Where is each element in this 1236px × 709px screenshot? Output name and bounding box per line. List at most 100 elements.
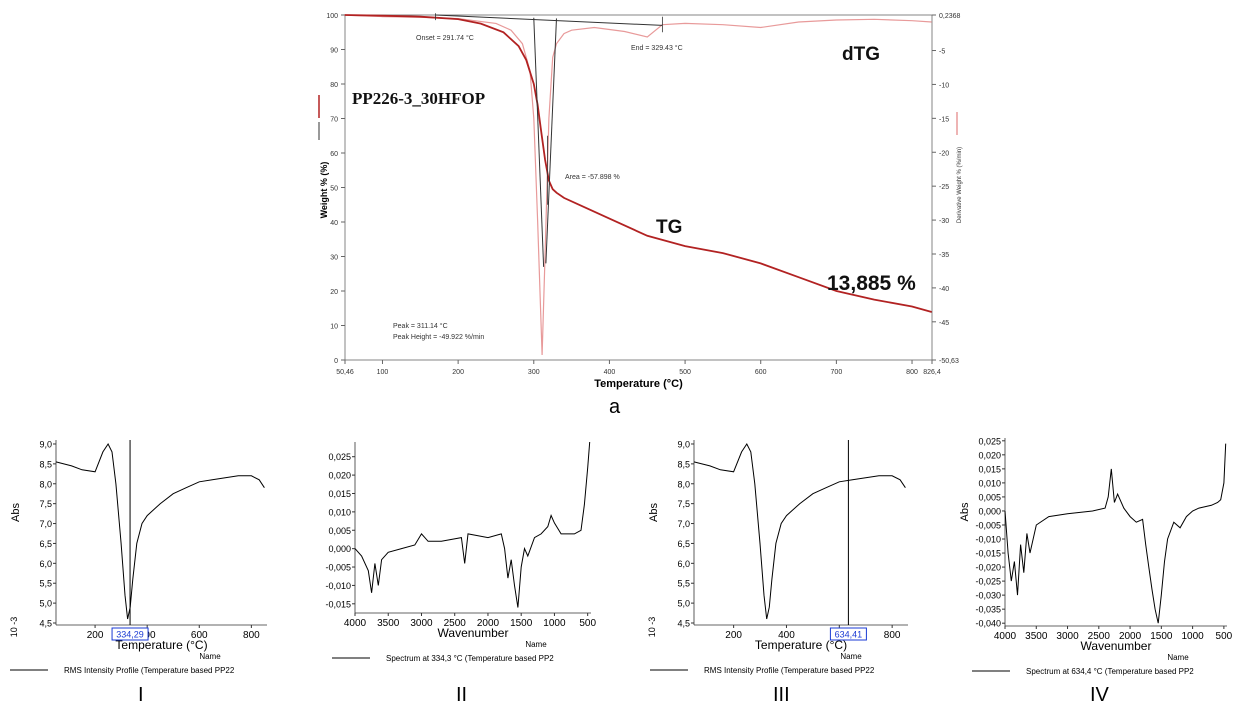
x-tick-label: 2000 [1119,631,1142,642]
cursor-value-box [111,627,149,641]
x-tick-label: 600 [755,369,767,376]
panel-label-ii: II [456,684,468,706]
y-tick-label: 0,025 [328,452,351,462]
x-axis-title: Temperature (°C) [755,638,847,652]
panel-label-iv: IV [1090,684,1109,706]
y-axis-title: Abs [318,498,321,517]
y-axis-title: Abs [648,503,660,522]
x-tick-label: 4000 [994,631,1017,642]
y-tick-label: 50 [330,186,338,193]
x-tick-label: 700 [831,369,843,376]
residue-label: 13,885 % [827,272,916,295]
exponent-label: 10 -3 [9,617,19,638]
y2-tick-label: -10 [939,82,949,89]
x-tick-label: 3500 [377,618,400,629]
y-tick-label: 8,5 [39,459,52,469]
x-tick-label: 400 [778,630,795,641]
y-tick-label: 0,015 [328,489,351,499]
y2-tick-label: -25 [939,184,949,191]
y-tick-label: -0,020 [975,563,1001,573]
y-tick-label: 7,5 [39,499,52,509]
y-tick-label: 0,020 [328,471,351,481]
y-tick-label: 0,025 [978,436,1001,446]
y-tick-label: 9,0 [39,439,52,449]
y-tick-label: 7,0 [39,519,52,529]
y-tick-label: 5,5 [677,579,690,589]
y-tick-label: 40 [330,220,338,227]
tg-curve [344,14,932,313]
y2-tick-label: -45 [939,320,949,327]
y-tick-label: 4,5 [677,619,690,629]
x-axis-title: Temperature (°C) [594,378,683,390]
y-tick-label: 0,005 [978,492,1001,502]
y-tick-label: 5,0 [39,599,52,609]
cursor-value-box [829,627,867,641]
sample-label: PP226-3_30HFOP [352,89,485,108]
legend-header: Name [840,652,862,661]
dtg-label: dTG [842,44,880,65]
x-tick-label: 3500 [1025,631,1048,642]
legend-header: Name [199,652,221,661]
x-tick-label: 400 [604,369,616,376]
data-curve [354,441,591,608]
tga-chart: 50,46 100 200 300 400 500 600 700 800 826,4 0 10 20 3… [318,13,963,390]
rms-profile-chart-iii: 4,55,05,56,06,57,07,58,08,59,02004006008… [647,439,908,675]
y-tick-label: -0,015 [975,549,1001,559]
y-tick-label: 6,0 [677,559,690,569]
x-tick-label: 826,4 [923,369,941,376]
y-tick-label: 5,5 [39,579,52,589]
x-tick-label: 3000 [1056,631,1079,642]
panel-label-a: a [609,396,621,418]
y-axis-title: Weight % (%) [319,162,329,219]
y-tick-label: 0,000 [328,544,351,554]
legend-entry: Spectrum at 334,3 °C (Temperature based … [386,654,554,663]
onset-tangent-line [533,17,545,267]
legend-header: Name [525,640,547,649]
y-tick-label: 100 [326,13,338,20]
y2-tick-label: 0,2368 [939,13,961,20]
x-tick-label: 300 [528,369,540,376]
y-tick-label: -0,005 [975,520,1001,530]
baseline-tangent [435,14,663,26]
data-curve [693,443,906,620]
y-tick-label: -0,040 [975,619,1001,629]
y-tick-label: 6,0 [39,559,52,569]
x-tick-label: 2500 [444,618,467,629]
y2-tick-label: -40 [939,286,949,293]
x-tick-label: 800 [243,630,260,641]
x-tick-label: 1500 [1150,631,1173,642]
y-tick-label: 7,5 [677,499,690,509]
legend-header: Name [1167,653,1189,662]
area-annotation: Area = -57.898 % [565,174,620,181]
x-axis-title: Wavenumber [438,626,509,640]
y2-tick-label: -20 [939,150,949,157]
y-tick-label: 5,0 [677,599,690,609]
x-axis-title: Temperature (°C) [115,638,207,652]
peak-height-annotation: Peak Height = -49.922 %/min [393,334,484,341]
peak-annotation: Peak = 311.14 °C [393,322,448,330]
spectrum-chart-iv: -0,040 -0,035 -0,030 -0,025 -0,020 -0,015 -0,0… [959,436,1233,676]
x-tick-label: 500 [1216,631,1233,642]
x-tick-label: 800 [906,369,918,376]
y-tick-label: 0,010 [328,507,351,517]
data-curve [55,442,265,620]
rms-profile-chart-i: 4,55,05,56,06,57,07,58,08,59,02004006008… [9,439,267,675]
y-tick-label: 4,5 [39,619,52,629]
y-tick-label: -0,015 [325,599,351,609]
dtg-curve [344,14,932,356]
x-tick-label: 200 [452,369,464,376]
panel-label-i: I [138,684,144,706]
y-tick-label: 0,005 [328,526,351,536]
y-tick-label: 60 [330,151,338,158]
y-tick-label: -0,010 [975,535,1001,545]
y-tick-label: -0,025 [975,577,1001,587]
y-tick-label: 0,010 [978,478,1001,488]
x-tick-label: 2000 [477,618,500,629]
y-tick-label: 9,0 [677,439,690,449]
y-tick-label: 6,5 [677,539,690,549]
tg-label: TG [656,217,682,238]
y-tick-label: 70 [330,117,338,124]
y-axis-title: Abs [10,503,22,522]
panel-label-iii: III [773,684,790,706]
y-tick-label: 8,0 [677,479,690,489]
